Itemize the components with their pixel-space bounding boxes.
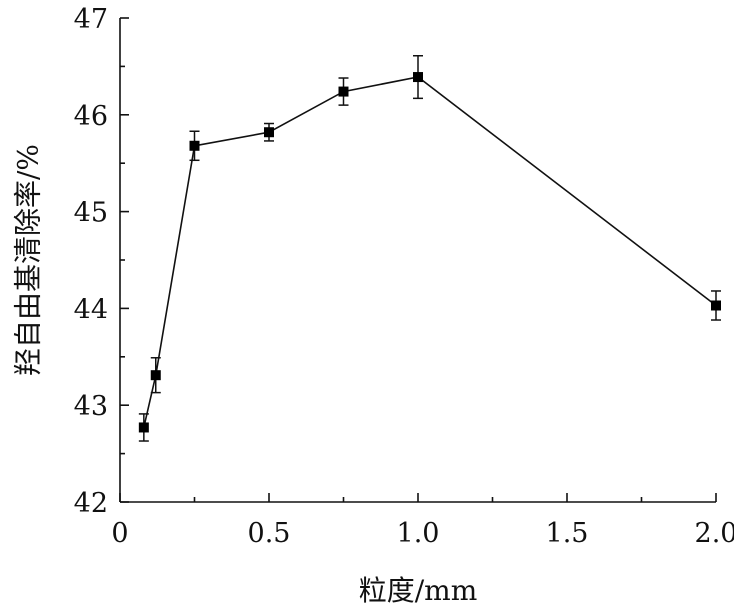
- y-tick-label: 43: [74, 391, 108, 422]
- data-point: [189, 140, 200, 151]
- series-line: [143, 76, 717, 428]
- x-ticks: 0 0.5 1.0 1.5 2.0: [111, 493, 734, 549]
- data-point: [413, 72, 423, 83]
- data-point: [150, 370, 161, 381]
- y-tick-label: 46: [74, 101, 108, 132]
- y-ticks: 42 43 44 45 46 47: [74, 4, 129, 519]
- plot-area: [138, 55, 721, 442]
- x-tick-label: 1.5: [546, 518, 589, 549]
- x-tick-label: 0.5: [248, 518, 291, 549]
- y-axis-title: 羟自由基清除率/%: [12, 144, 45, 376]
- x-tick-label: 2.0: [695, 518, 734, 549]
- y-tick-label: 45: [74, 198, 108, 229]
- data-point: [338, 86, 349, 97]
- y-tick-label: 44: [74, 294, 108, 325]
- x-axis-title: 粒度/mm: [359, 574, 478, 607]
- data-point: [138, 422, 149, 433]
- x-tick-label: 1.0: [397, 518, 440, 549]
- data-point: [711, 300, 721, 311]
- y-tick-label: 42: [74, 488, 108, 519]
- y-tick-label: 47: [74, 4, 108, 35]
- data-point: [264, 127, 274, 138]
- x-tick-label: 0: [111, 518, 128, 549]
